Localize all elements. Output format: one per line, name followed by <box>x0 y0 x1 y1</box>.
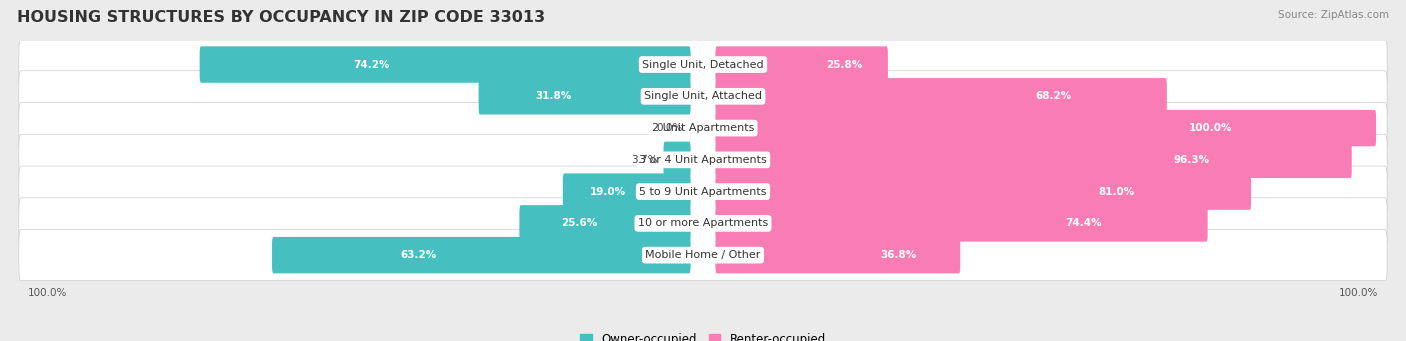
Text: 100.0%: 100.0% <box>28 288 67 298</box>
FancyBboxPatch shape <box>271 237 690 273</box>
Text: 100.0%: 100.0% <box>1188 123 1232 133</box>
Text: 2 Unit Apartments: 2 Unit Apartments <box>652 123 754 133</box>
Text: 19.0%: 19.0% <box>591 187 626 197</box>
Text: 74.4%: 74.4% <box>1066 218 1102 228</box>
Text: Single Unit, Attached: Single Unit, Attached <box>644 91 762 101</box>
FancyBboxPatch shape <box>716 237 960 273</box>
FancyBboxPatch shape <box>562 174 690 210</box>
FancyBboxPatch shape <box>18 39 1388 90</box>
Text: 63.2%: 63.2% <box>401 250 437 260</box>
Text: Mobile Home / Other: Mobile Home / Other <box>645 250 761 260</box>
Text: 3.7%: 3.7% <box>631 155 658 165</box>
FancyBboxPatch shape <box>18 166 1388 217</box>
Text: 25.8%: 25.8% <box>825 60 862 70</box>
FancyBboxPatch shape <box>716 142 1351 178</box>
Text: Source: ZipAtlas.com: Source: ZipAtlas.com <box>1278 10 1389 20</box>
FancyBboxPatch shape <box>18 103 1388 154</box>
FancyBboxPatch shape <box>716 174 1251 210</box>
FancyBboxPatch shape <box>716 46 889 83</box>
Text: 5 to 9 Unit Apartments: 5 to 9 Unit Apartments <box>640 187 766 197</box>
Text: 25.6%: 25.6% <box>561 218 598 228</box>
FancyBboxPatch shape <box>18 134 1388 186</box>
Text: 81.0%: 81.0% <box>1098 187 1135 197</box>
Text: 10 or more Apartments: 10 or more Apartments <box>638 218 768 228</box>
FancyBboxPatch shape <box>18 229 1388 281</box>
Text: 100.0%: 100.0% <box>1339 288 1378 298</box>
Text: 96.3%: 96.3% <box>1174 155 1211 165</box>
Legend: Owner-occupied, Renter-occupied: Owner-occupied, Renter-occupied <box>575 329 831 341</box>
Text: 74.2%: 74.2% <box>354 60 389 70</box>
FancyBboxPatch shape <box>18 71 1388 122</box>
FancyBboxPatch shape <box>716 110 1376 146</box>
FancyBboxPatch shape <box>478 78 690 115</box>
FancyBboxPatch shape <box>519 205 690 241</box>
FancyBboxPatch shape <box>18 198 1388 249</box>
FancyBboxPatch shape <box>716 205 1208 241</box>
Text: 0.0%: 0.0% <box>657 123 682 133</box>
Text: 68.2%: 68.2% <box>1035 91 1071 101</box>
Text: Single Unit, Detached: Single Unit, Detached <box>643 60 763 70</box>
FancyBboxPatch shape <box>664 142 690 178</box>
FancyBboxPatch shape <box>716 78 1167 115</box>
FancyBboxPatch shape <box>200 46 690 83</box>
Text: 3 or 4 Unit Apartments: 3 or 4 Unit Apartments <box>640 155 766 165</box>
Text: 31.8%: 31.8% <box>536 91 571 101</box>
Text: HOUSING STRUCTURES BY OCCUPANCY IN ZIP CODE 33013: HOUSING STRUCTURES BY OCCUPANCY IN ZIP C… <box>17 10 546 25</box>
Text: 36.8%: 36.8% <box>880 250 917 260</box>
